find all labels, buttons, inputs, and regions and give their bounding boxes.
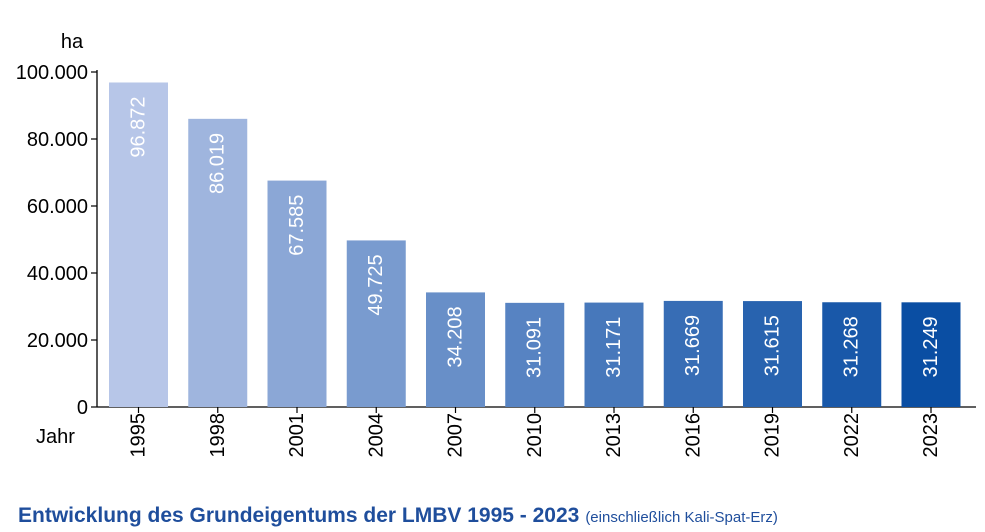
bar-value-label: 31.615	[762, 315, 784, 376]
bar-value-label: 31.669	[682, 315, 704, 376]
bar-value-label: 49.725	[365, 254, 387, 315]
y-ticks: 0 20.000 40.000 60.000 80.000 100.000	[16, 62, 97, 419]
x-tick-label: 2019	[762, 413, 784, 458]
bar-value-label: 31.249	[920, 316, 942, 377]
bar-value-label: 96.872	[128, 96, 150, 157]
bar-value-label: 31.268	[841, 316, 863, 377]
x-tick-label: 2016	[682, 413, 704, 458]
x-axis-label: Jahr	[36, 426, 75, 448]
y-tick-label: 100.000	[16, 62, 88, 84]
x-tick-label: 2013	[603, 413, 625, 458]
x-tick-label: 2004	[365, 413, 387, 458]
x-tick-label: 2022	[841, 413, 863, 458]
x-tick-label: 2023	[920, 413, 942, 458]
bar-value-label: 67.585	[286, 195, 308, 256]
chart-caption: Entwicklung des Grundeigentums der LMBV …	[18, 504, 778, 528]
bar-2001	[267, 180, 327, 407]
x-ticks: 1995 1998 2001 2004 2007 2010 2013 2016 2019 2022…	[128, 407, 942, 458]
y-unit-label: ha	[61, 31, 84, 53]
y-tick-label: 80.000	[27, 129, 88, 151]
x-tick-label: 2010	[524, 413, 546, 458]
y-tick-label: 0	[77, 397, 88, 419]
bar-2004	[346, 240, 406, 407]
x-tick-label: 2001	[286, 413, 308, 458]
bar-2023	[901, 302, 961, 407]
bar-chart: ha Jahr 0 20.000 40.000 60.000 80.000 100.000…	[16, 31, 976, 458]
bar-2019	[743, 301, 802, 407]
bar-2007	[426, 292, 485, 407]
bars: 96.872 86.019 67.585 49.725 34.208 31.091 31.1…	[109, 82, 961, 408]
y-tick-label: 40.000	[27, 263, 88, 285]
bar-1998	[188, 118, 248, 407]
y-tick-label: 60.000	[27, 196, 88, 218]
x-tick-label: 1995	[128, 413, 150, 458]
chart-title: Entwicklung des Grundeigentums der LMBV …	[18, 504, 580, 527]
bar-2016	[663, 300, 723, 407]
x-tick-label: 2007	[445, 413, 467, 458]
bar-2010	[505, 302, 565, 407]
y-tick-label: 20.000	[27, 330, 88, 352]
x-tick-label: 1998	[207, 413, 229, 458]
bar-value-label: 86.019	[207, 133, 229, 194]
bar-2022	[822, 302, 882, 407]
bar-2013	[584, 302, 644, 407]
bar-value-label: 34.208	[445, 306, 467, 367]
bar-1995	[109, 82, 168, 408]
bar-value-label: 31.171	[603, 317, 625, 378]
bar-value-label: 31.091	[524, 317, 546, 378]
chart-subtitle: (einschließlich Kali-Spat-Erz)	[585, 509, 778, 526]
